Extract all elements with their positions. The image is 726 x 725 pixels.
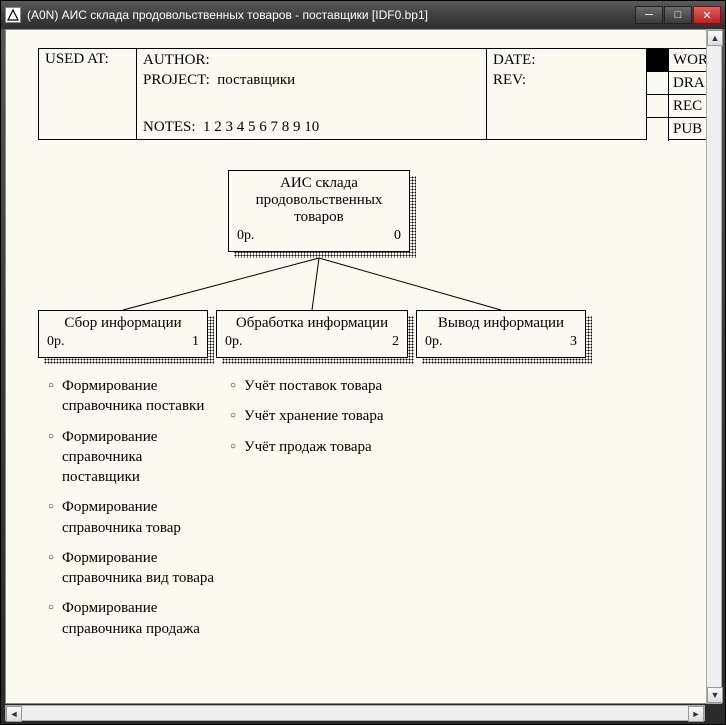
list-item: Формирование справочника поставки — [62, 376, 218, 417]
bullet-column: Учёт поставок товара Учёт хранение товара… — [230, 370, 400, 467]
notes-label: NOTES: — [143, 119, 196, 135]
list-item: Формирование справочника поставщики — [62, 427, 218, 488]
horizontal-scrollbar[interactable]: ◄ ► — [5, 705, 705, 721]
header-date-cell: DATE: REV: — [487, 49, 647, 139]
node-title: Вывод информации — [423, 315, 579, 332]
window-controls: ─ □ ✕ — [634, 6, 721, 24]
tree-node[interactable]: Обработка информации 0р. 2 — [216, 310, 408, 358]
node-left-code: 0р. — [425, 334, 443, 350]
node-left-code: 0р. — [47, 334, 65, 350]
scroll-down-button[interactable]: ▼ — [707, 687, 723, 703]
status-label: DRA — [669, 75, 705, 92]
scroll-track-h[interactable] — [22, 706, 688, 720]
header-usedat-cell: USED AT: — [39, 49, 137, 139]
maximize-button[interactable]: □ — [664, 6, 692, 24]
list-item: Учёт поставок товара — [244, 376, 400, 396]
bullet-column: Формирование справочника поставки Формиро… — [48, 370, 218, 649]
node-right-code: 1 — [192, 334, 199, 350]
list-item: Формирование справочника товар — [62, 497, 218, 538]
node-left-code: 0р. — [237, 228, 255, 244]
tree-node[interactable]: Сбор информации 0р. 1 — [38, 310, 208, 358]
rev-label: REV: — [493, 72, 526, 88]
node-title: Сбор информации — [45, 315, 201, 332]
node-footer: 0р. 0 — [235, 228, 403, 244]
titlebar[interactable]: (A0N) АИС склада продовольственных товар… — [1, 1, 725, 29]
scroll-right-button[interactable]: ► — [688, 706, 704, 722]
tree-node[interactable]: АИС складапродовольственныхтоваров 0р. 0 — [228, 170, 410, 252]
date-label: DATE: — [493, 52, 536, 68]
status-label: REC — [669, 98, 702, 115]
tree-node[interactable]: Вывод информации 0р. 3 — [416, 310, 586, 358]
list-item: Учёт хранение товара — [244, 406, 400, 426]
node-box: Вывод информации 0р. 3 — [416, 310, 586, 358]
project-value: поставщики — [217, 72, 295, 88]
scroll-track-v[interactable] — [707, 46, 721, 687]
bullet-list: Формирование справочника поставки Формиро… — [48, 376, 218, 639]
client-area: USED AT: AUTHOR: PROJECT: поставщики NOT… — [5, 29, 721, 704]
close-button[interactable]: ✕ — [693, 6, 721, 24]
node-box: АИС складапродовольственныхтоваров 0р. 0 — [228, 170, 410, 252]
bullet-list: Учёт поставок товара Учёт хранение товара… — [230, 376, 400, 457]
node-box: Сбор информации 0р. 1 — [38, 310, 208, 358]
app-icon — [5, 7, 21, 23]
tree-diagram: АИС складапродовольственныхтоваров 0р. 0 Сб… — [38, 170, 718, 704]
status-box — [647, 118, 669, 141]
node-left-code: 0р. — [225, 334, 243, 350]
list-item: Формирование справочника продажа — [62, 598, 218, 639]
status-box — [647, 72, 669, 94]
header-main-cell: AUTHOR: PROJECT: поставщики NOTES: 1 2 3… — [137, 49, 487, 139]
node-footer: 0р. 3 — [423, 334, 579, 350]
app-window: (A0N) АИС склада продовольственных товар… — [0, 0, 726, 725]
node-box: Обработка информации 0р. 2 — [216, 310, 408, 358]
status-label: WOR — [669, 52, 708, 69]
window-title: (A0N) АИС склада продовольственных товар… — [27, 8, 634, 22]
node-footer: 0р. 2 — [223, 334, 401, 350]
vertical-scrollbar[interactable]: ▲ ▼ — [706, 29, 722, 704]
idef0-header: USED AT: AUTHOR: PROJECT: поставщики NOT… — [38, 48, 718, 140]
list-item: Формирование справочника вид товара — [62, 548, 218, 589]
author-label: AUTHOR: — [143, 52, 210, 68]
node-right-code: 2 — [392, 334, 399, 350]
node-right-code: 3 — [570, 334, 577, 350]
minimize-button[interactable]: ─ — [635, 6, 663, 24]
node-right-code: 0 — [394, 228, 401, 244]
list-item: Учёт продаж товара — [244, 437, 400, 457]
status-label: PUB — [669, 121, 702, 138]
page: USED AT: AUTHOR: PROJECT: поставщики NOT… — [38, 48, 718, 704]
notes-values: 1 2 3 4 5 6 7 8 9 10 — [203, 119, 319, 135]
scroll-left-button[interactable]: ◄ — [6, 706, 22, 722]
scroll-up-button[interactable]: ▲ — [707, 30, 723, 46]
project-label: PROJECT: — [143, 72, 210, 88]
used-at-label: USED AT: — [45, 51, 109, 67]
node-title: Обработка информации — [223, 315, 401, 332]
status-box — [647, 49, 669, 71]
node-footer: 0р. 1 — [45, 334, 201, 350]
node-title: АИС складапродовольственныхтоваров — [235, 175, 403, 226]
status-box — [647, 95, 669, 117]
